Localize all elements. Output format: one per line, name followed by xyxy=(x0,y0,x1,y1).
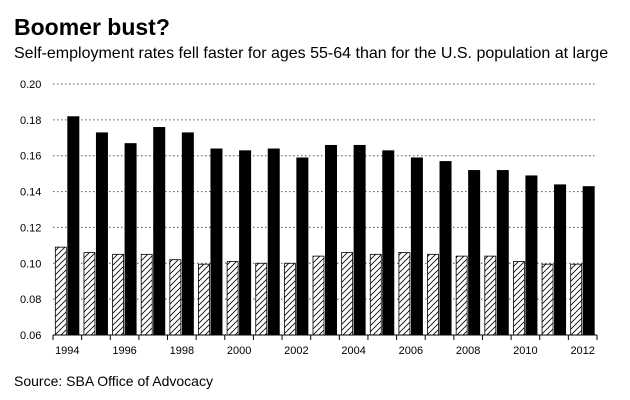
bar-us-population-2002 xyxy=(283,262,296,336)
bar-us-population-2010 xyxy=(513,261,525,336)
bar-us-population-2009 xyxy=(484,255,497,336)
x-tick-label: 2006 xyxy=(399,345,423,357)
bar-us-population-1995 xyxy=(83,252,96,336)
bar-us-population-1994 xyxy=(54,246,67,336)
x-tick-label: 2002 xyxy=(284,345,308,357)
bar-ages-55-64-1999 xyxy=(210,148,223,335)
bars xyxy=(54,116,595,336)
bar-us-population-1996 xyxy=(112,253,124,336)
x-tick-label: 2000 xyxy=(227,345,251,357)
bar-ages-55-64-2004 xyxy=(353,144,366,335)
bar-us-population-2004 xyxy=(341,252,354,336)
x-tick-label: 2012 xyxy=(570,345,594,357)
bar-ages-55-64-2008 xyxy=(468,170,481,335)
x-axis: 1994 1996 1998 2000 2002 2004 2006 2008 2010 2012 xyxy=(52,334,598,357)
y-tick-label: 0.12 xyxy=(20,222,41,234)
bar-us-population-2005 xyxy=(369,253,382,336)
bar-us-population-1999 xyxy=(198,263,210,336)
y-tick-label: 0.08 xyxy=(20,294,41,306)
bar-ages-55-64-2011 xyxy=(554,184,567,335)
source-note: Source: SBA Office of Advocacy xyxy=(14,373,213,389)
bar-ages-55-64-1998 xyxy=(181,132,194,335)
bar-ages-55-64-2010 xyxy=(525,175,538,335)
bar-us-population-2003 xyxy=(312,255,325,336)
bar-us-population-2000 xyxy=(226,261,239,336)
x-tick-label: 1996 xyxy=(112,345,136,357)
x-tick-label: 2010 xyxy=(513,345,537,357)
bar-ages-55-64-2003 xyxy=(325,144,337,335)
chart-subtitle: Self-employment rates fell faster for ag… xyxy=(14,45,609,62)
bar-us-population-2012 xyxy=(570,263,583,336)
bar-ages-55-64-1996 xyxy=(124,143,137,335)
bar-us-population-2011 xyxy=(541,263,554,336)
bar-us-population-2007 xyxy=(427,253,439,336)
bar-us-population-1997 xyxy=(140,253,153,336)
y-tick-label: 0.10 xyxy=(20,258,41,270)
bar-ages-55-64-2009 xyxy=(496,170,509,335)
y-tick-label: 0.18 xyxy=(20,115,41,127)
bar-us-population-1998 xyxy=(169,259,182,336)
y-tick-label: 0.16 xyxy=(20,151,41,163)
y-axis-ticks: 0.06 0.08 0.10 0.12 0.14 0.16 0.18 0.20 xyxy=(20,79,41,342)
chart-title: Boomer bust? xyxy=(14,14,170,40)
bar-ages-55-64-1994 xyxy=(67,116,80,336)
bar-ages-55-64-2000 xyxy=(239,150,252,335)
bar-us-population-2001 xyxy=(255,262,268,336)
bar-ages-55-64-2007 xyxy=(439,161,452,335)
bar-us-population-2008 xyxy=(455,255,468,336)
bar-ages-55-64-1997 xyxy=(153,127,166,336)
x-tick-label: 1998 xyxy=(170,345,194,357)
bar-ages-55-64-2005 xyxy=(382,150,395,335)
x-tick-label: 2008 xyxy=(456,345,480,357)
x-tick-label: 1994 xyxy=(55,345,79,357)
bar-ages-55-64-2012 xyxy=(582,186,595,335)
bar-ages-55-64-2002 xyxy=(296,157,309,335)
bar-ages-55-64-1995 xyxy=(95,132,108,335)
y-tick-label: 0.06 xyxy=(20,330,41,342)
bar-us-population-2006 xyxy=(398,252,411,336)
y-tick-label: 0.20 xyxy=(20,79,41,91)
y-tick-label: 0.14 xyxy=(20,187,41,199)
bar-ages-55-64-2006 xyxy=(410,157,423,335)
bar-ages-55-64-2001 xyxy=(267,148,280,335)
x-tick-label: 2004 xyxy=(341,345,365,357)
